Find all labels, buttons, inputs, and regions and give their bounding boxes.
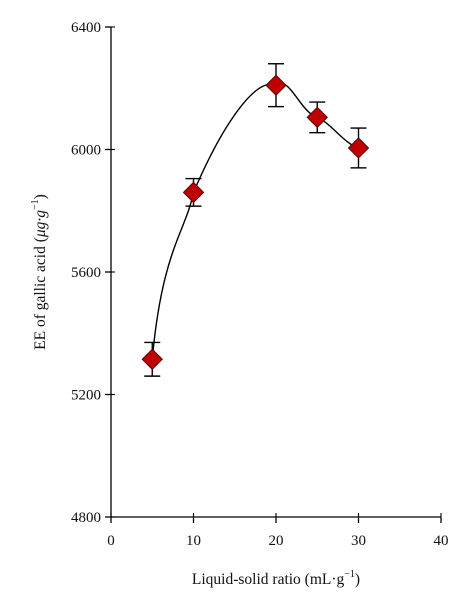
x-axis-label-exponent: −1 bbox=[344, 569, 355, 580]
y-axis-label: EE of gallic acid (μg·g−1) bbox=[30, 194, 49, 350]
x-axis-label-text: Liquid-solid ratio (mL·g bbox=[192, 571, 345, 588]
x-tick-label: 10 bbox=[186, 533, 201, 549]
y-axis-label-close: ) bbox=[32, 194, 49, 199]
fit-curve bbox=[151, 82, 359, 360]
x-axis-label: Liquid-solid ratio (mL·g−1) bbox=[192, 569, 360, 588]
x-tick-label: 20 bbox=[269, 533, 284, 549]
y-axis-label-text: EE of gallic acid ( bbox=[32, 237, 49, 350]
x-axis: 0 10 20 30 40 bbox=[107, 513, 449, 549]
x-ticks: 0 10 20 30 40 bbox=[107, 513, 449, 549]
error-bars bbox=[144, 63, 367, 377]
x-tick-label: 0 bbox=[107, 533, 115, 549]
y-axis-label-unit: μg·g bbox=[32, 210, 49, 238]
x-axis-label-close: ) bbox=[355, 571, 360, 588]
y-tick-label: 4800 bbox=[71, 510, 101, 526]
data-point bbox=[182, 181, 205, 204]
y-ticks: 4800 5200 5600 6000 6400 bbox=[71, 20, 115, 526]
y-tick-label: 5200 bbox=[71, 388, 101, 404]
data-points bbox=[141, 74, 370, 370]
y-axis-label-exponent: −1 bbox=[30, 199, 41, 210]
y-tick-label: 6400 bbox=[71, 20, 101, 36]
data-point bbox=[265, 74, 287, 96]
data-point bbox=[141, 348, 163, 370]
y-tick-label: 6000 bbox=[71, 143, 101, 159]
data-point bbox=[306, 106, 328, 129]
data-point bbox=[347, 137, 370, 159]
x-tick-label: 40 bbox=[434, 533, 449, 549]
x-tick-label: 30 bbox=[351, 533, 366, 549]
y-tick-label: 5600 bbox=[71, 265, 101, 281]
y-axis: 4800 5200 5600 6000 6400 bbox=[71, 20, 115, 526]
